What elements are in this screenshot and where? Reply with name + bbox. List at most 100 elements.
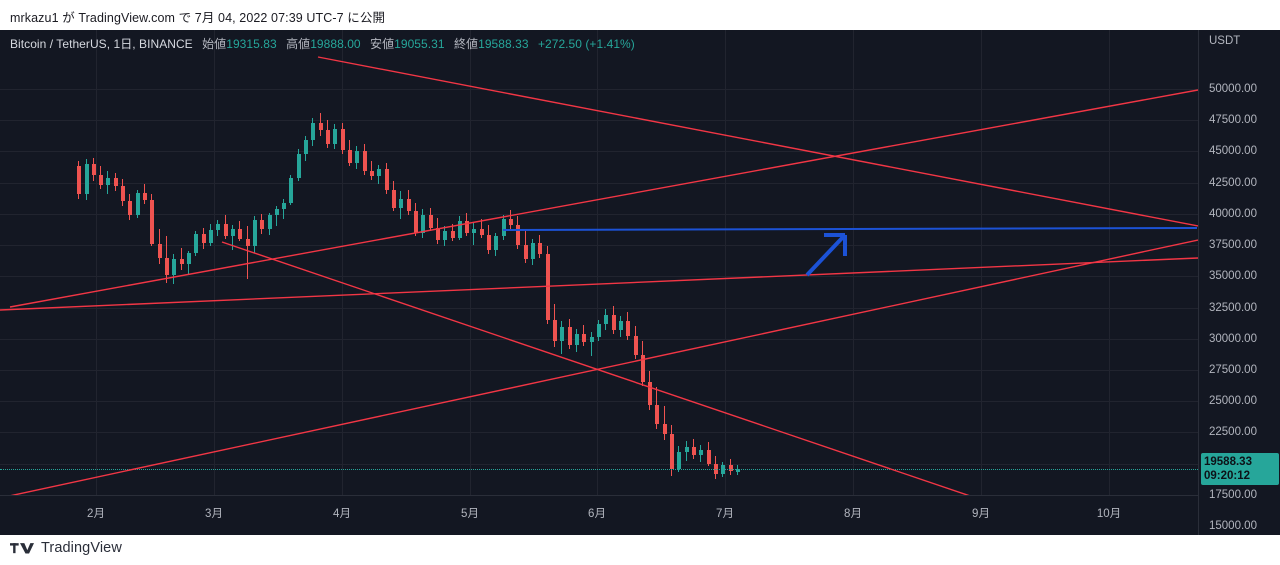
gridline-vertical — [981, 30, 982, 495]
candle-body — [691, 447, 696, 455]
candle-body — [310, 122, 315, 141]
candle-body — [684, 447, 689, 453]
current-price-badge: 19588.33 09:20:12 — [1201, 452, 1279, 485]
tradingview-mark-icon — [10, 542, 34, 553]
candle-body — [406, 198, 411, 212]
price-tick-label: 30000.00 — [1209, 332, 1257, 345]
candle-body — [508, 218, 513, 226]
gridline-horizontal — [0, 182, 1198, 184]
price-tick-label: 35000.00 — [1209, 270, 1257, 283]
candle-body — [105, 177, 110, 186]
candle-body — [515, 225, 520, 246]
ascending-support-lower — [9, 89, 1198, 308]
time-tick-label: 5月 — [461, 508, 479, 520]
time-tick-label: 4月 — [333, 508, 351, 520]
candle-body — [647, 382, 652, 405]
candle-body — [596, 323, 601, 338]
candle-body — [567, 327, 572, 345]
gridline-horizontal — [0, 463, 1198, 465]
candle-body — [435, 227, 440, 241]
candle-body — [537, 242, 542, 254]
legend-close-label: 終値 — [453, 37, 479, 51]
price-tick-label: 50000.00 — [1209, 83, 1257, 95]
time-axis[interactable]: 2月 3月 4月 5月 6月 7月 8月 9月 10月 — [0, 495, 1198, 536]
candle-body — [581, 333, 586, 343]
candle-body — [113, 177, 118, 187]
legend-low-value: 19055.31 — [394, 37, 445, 51]
chart-container[interactable]: Bitcoin / TetherUS, 1日, BINANCE 始値19315.… — [0, 30, 1280, 536]
candle-body — [201, 233, 206, 243]
legend-high-label: 高値 — [286, 37, 311, 51]
gridline-horizontal — [0, 338, 1198, 340]
candle-body — [603, 314, 608, 324]
gridline-vertical — [853, 30, 854, 495]
price-axis[interactable]: USDT 50000.00 47500.00 45000.00 42500.00 400… — [1198, 30, 1280, 535]
time-tick-label: 10月 — [1096, 508, 1122, 520]
tradingview-logo[interactable]: TradingView — [10, 540, 122, 556]
candle-body — [259, 220, 264, 229]
legend-open-value: 19315.83 — [226, 37, 277, 51]
chart-plot-area[interactable] — [0, 30, 1198, 495]
candle-body — [186, 252, 191, 264]
candle-body — [157, 243, 162, 258]
gridline-horizontal — [0, 213, 1198, 215]
candle-body — [559, 327, 564, 342]
candle-body — [296, 153, 301, 178]
candle-body — [669, 433, 674, 469]
candle-body — [223, 223, 228, 237]
candle-body — [486, 235, 491, 251]
legend-close-value: 19588.33 — [478, 37, 529, 51]
time-tick-label: 2月 — [87, 508, 105, 520]
candle-body — [98, 175, 103, 186]
candle-body — [230, 228, 235, 237]
candle-body — [76, 166, 81, 194]
candle-body — [340, 128, 345, 151]
candle-body — [450, 231, 455, 238]
price-tick-label: 47500.00 — [1209, 114, 1257, 127]
candle-wick — [591, 332, 592, 357]
candle-body — [471, 228, 476, 233]
price-tick-label: 45000.00 — [1209, 145, 1257, 158]
current-price-value: 19588.33 — [1204, 455, 1252, 468]
candle-body — [654, 404, 659, 424]
candle-body — [171, 258, 176, 276]
gridline-vertical — [342, 30, 343, 495]
gridline-vertical — [597, 30, 598, 495]
price-tick-label: 37500.00 — [1209, 239, 1257, 252]
published-caption: mrkazu1 が TradingView.com で 7月 04, 2022 … — [10, 11, 386, 25]
candle-body — [274, 208, 279, 216]
descending-resistance-main — [317, 56, 1198, 227]
candle-body — [208, 230, 213, 243]
gridline-vertical — [214, 30, 215, 495]
chart-legend: Bitcoin / TetherUS, 1日, BINANCE 始値19315.… — [10, 35, 635, 52]
price-tick-label: 42500.00 — [1209, 176, 1257, 189]
gridline-horizontal — [0, 120, 1198, 122]
candle-body — [676, 452, 681, 469]
candle-body — [91, 163, 96, 176]
candle-body — [245, 238, 250, 247]
gridline-vertical — [96, 30, 97, 495]
gridline-horizontal — [0, 276, 1198, 278]
gridline-horizontal — [0, 89, 1198, 90]
time-tick-label: 9月 — [972, 508, 990, 520]
time-tick-label: 6月 — [588, 508, 606, 520]
candle-body — [428, 215, 433, 228]
candle-body — [384, 168, 389, 191]
time-tick-label: 7月 — [716, 508, 734, 520]
gridline-vertical — [725, 30, 726, 495]
candle-body — [545, 253, 550, 320]
price-tick-label: 27500.00 — [1209, 363, 1257, 376]
candle-body — [179, 258, 184, 264]
legend-high-value: 19888.00 — [310, 37, 361, 51]
price-tick-label: 22500.00 — [1209, 426, 1257, 439]
gridline-horizontal — [0, 245, 1198, 247]
descending-resistance-lower — [221, 241, 970, 495]
price-tick-label: 40000.00 — [1209, 207, 1257, 220]
candle-body — [347, 150, 352, 163]
candle-body — [281, 202, 286, 209]
candle-body — [442, 231, 447, 241]
candle-body — [464, 221, 469, 233]
price-tick-label: 17500.00 — [1209, 488, 1257, 501]
gridline-horizontal — [0, 369, 1198, 371]
